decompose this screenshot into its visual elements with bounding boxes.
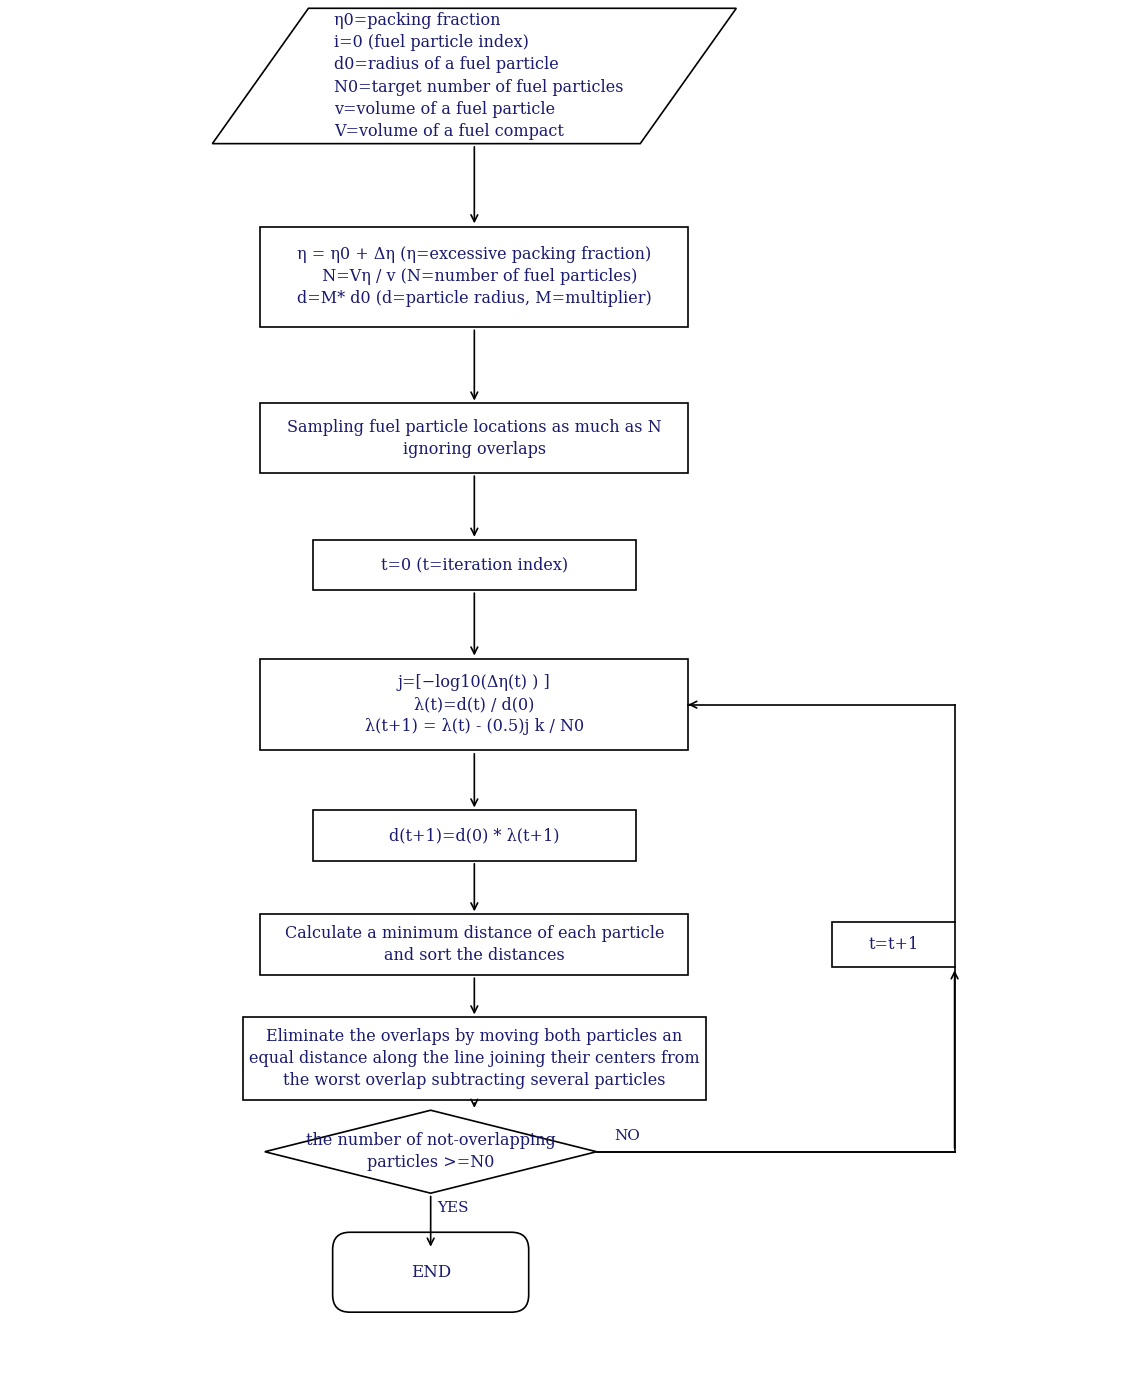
Text: η = η0 + Δη (η=excessive packing fraction)
  N=Vη / v (N=number of fuel particle: η = η0 + Δη (η=excessive packing fractio… [297,246,652,307]
Text: j=[−log10(Δη(t) ) ]
λ(t)=d(t) / d(0)
λ(t+1) = λ(t) - (0.5)j k / N0: j=[−log10(Δη(t) ) ] λ(t)=d(t) / d(0) λ(t… [364,673,584,735]
Text: NO: NO [614,1129,639,1143]
Text: END: END [410,1264,450,1281]
Text: Sampling fuel particle locations as much as N
ignoring overlaps: Sampling fuel particle locations as much… [286,419,661,459]
FancyBboxPatch shape [260,227,689,326]
FancyBboxPatch shape [332,1232,528,1312]
Polygon shape [265,1110,597,1194]
FancyBboxPatch shape [260,658,689,750]
FancyBboxPatch shape [260,403,689,474]
FancyBboxPatch shape [260,914,689,975]
Text: Calculate a minimum distance of each particle
and sort the distances: Calculate a minimum distance of each par… [284,925,664,964]
Polygon shape [212,8,736,143]
FancyBboxPatch shape [313,810,636,861]
Text: d(t+1)=d(0) * λ(t+1): d(t+1)=d(0) * λ(t+1) [390,828,559,844]
Text: t=0 (t=iteration index): t=0 (t=iteration index) [380,556,568,573]
FancyBboxPatch shape [832,923,955,968]
Text: the number of not-overlapping
particles >=N0: the number of not-overlapping particles … [306,1132,556,1172]
Text: t=t+1: t=t+1 [869,936,919,953]
FancyBboxPatch shape [313,540,636,591]
FancyBboxPatch shape [243,1016,706,1100]
Text: YES: YES [438,1201,469,1215]
Text: η0=packing fraction
i=0 (fuel particle index)
d0=radius of a fuel particle
N0=ta: η0=packing fraction i=0 (fuel particle i… [335,12,623,140]
Text: Eliminate the overlaps by moving both particles an
equal distance along the line: Eliminate the overlaps by moving both pa… [249,1027,700,1089]
